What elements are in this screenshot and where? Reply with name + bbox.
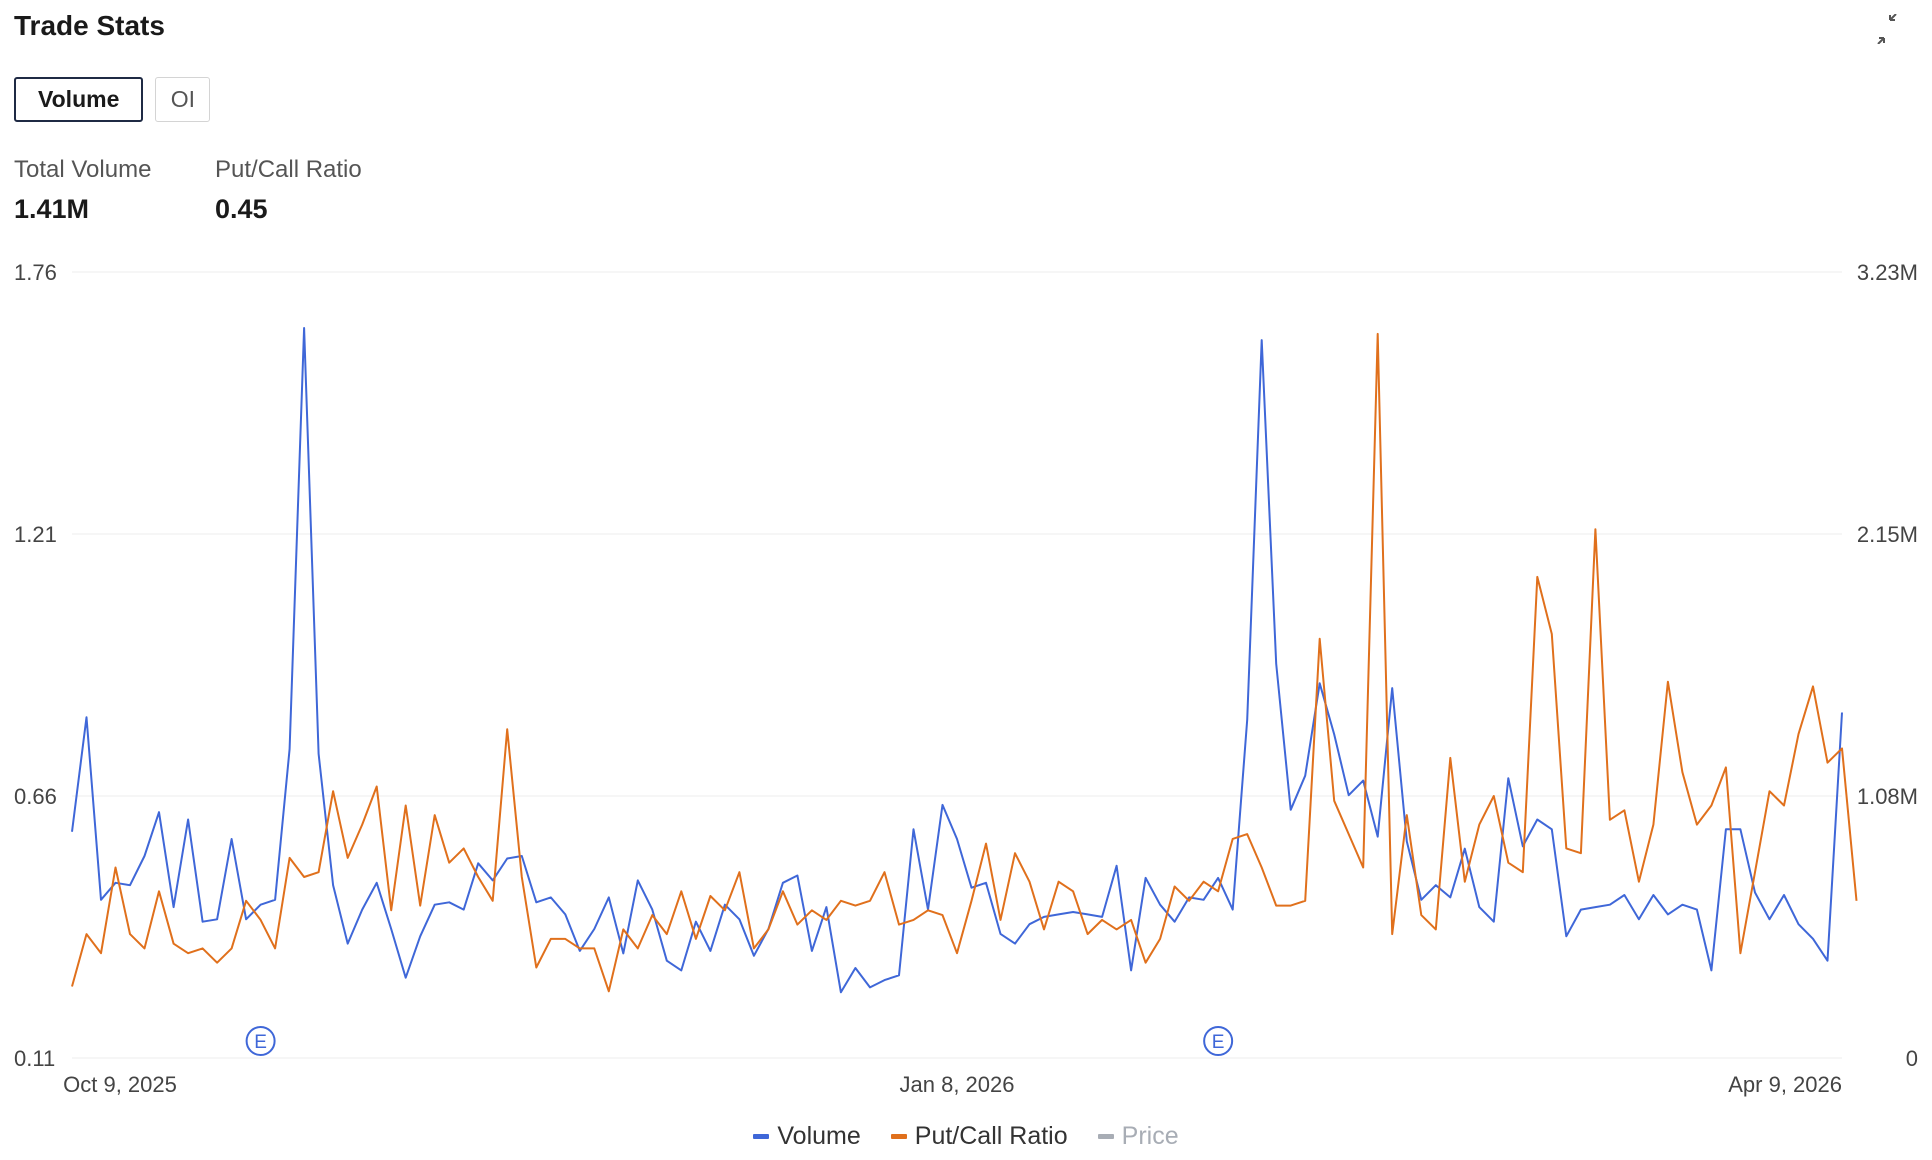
collapse-arrows-icon[interactable] bbox=[1872, 14, 1902, 44]
earnings-marker-label: E bbox=[1212, 1032, 1225, 1053]
metric-tabs: Volume OI bbox=[14, 77, 211, 122]
stat-value: 0.45 bbox=[215, 194, 268, 224]
legend-label: Price bbox=[1121, 1122, 1179, 1150]
right-axis-tick-label: 3.23M bbox=[1857, 260, 1918, 285]
series-line-put-call-ratio bbox=[71, 332, 1858, 993]
stat-label: Put/Call Ratio bbox=[215, 156, 362, 183]
total-volume-stat: Total Volume 1.41M bbox=[14, 156, 151, 225]
panel-title: Trade Stats bbox=[14, 10, 165, 41]
legend-swatch bbox=[1097, 1134, 1114, 1139]
tab-volume[interactable]: Volume bbox=[14, 77, 144, 122]
left-axis-tick-label: 0.11 bbox=[14, 1046, 55, 1071]
left-axis-tick-label: 1.21 bbox=[14, 522, 57, 547]
left-axis-tick-label: 1.76 bbox=[14, 260, 57, 285]
stat-value: 1.41M bbox=[14, 194, 90, 224]
legend-item-price[interactable]: Price bbox=[1097, 1122, 1179, 1151]
legend-swatch bbox=[753, 1134, 770, 1139]
earnings-marker bbox=[1203, 1026, 1234, 1056]
right-axis-tick-label: 2.15M bbox=[1857, 522, 1918, 547]
stat-label: Total Volume bbox=[14, 156, 152, 183]
tab-oi[interactable]: OI bbox=[155, 77, 211, 122]
legend-item-volume[interactable]: Volume bbox=[753, 1122, 861, 1151]
earnings-marker-label: E bbox=[254, 1032, 267, 1053]
put-call-ratio-stat: Put/Call Ratio 0.45 bbox=[215, 156, 362, 225]
x-axis-tick-label: Apr 9, 2026 bbox=[1728, 1072, 1842, 1097]
right-axis-tick-label: 1.08M bbox=[1857, 784, 1918, 809]
x-axis-tick-label: Jan 8, 2026 bbox=[900, 1072, 1015, 1097]
legend-label: Volume bbox=[777, 1122, 861, 1150]
series-line-volume bbox=[71, 327, 1843, 994]
right-axis-tick-label: 0 bbox=[1906, 1046, 1918, 1071]
legend-item-put-call-ratio[interactable]: Put/Call Ratio bbox=[890, 1122, 1068, 1151]
left-axis-tick-label: 0.66 bbox=[14, 784, 57, 809]
trade-stats-chart: 1.76 3.23M 1.21 2.15M 0.66 1.08M 0.11 0 Oct 9, 2… bbox=[14, 260, 1918, 1097]
x-axis-tick-label: Oct 9, 2025 bbox=[63, 1072, 177, 1097]
legend-label: Put/Call Ratio bbox=[914, 1122, 1068, 1150]
earnings-marker bbox=[245, 1026, 276, 1056]
chart-legend: Volume Put/Call Ratio Price bbox=[0, 1122, 1932, 1151]
legend-swatch bbox=[890, 1134, 907, 1139]
